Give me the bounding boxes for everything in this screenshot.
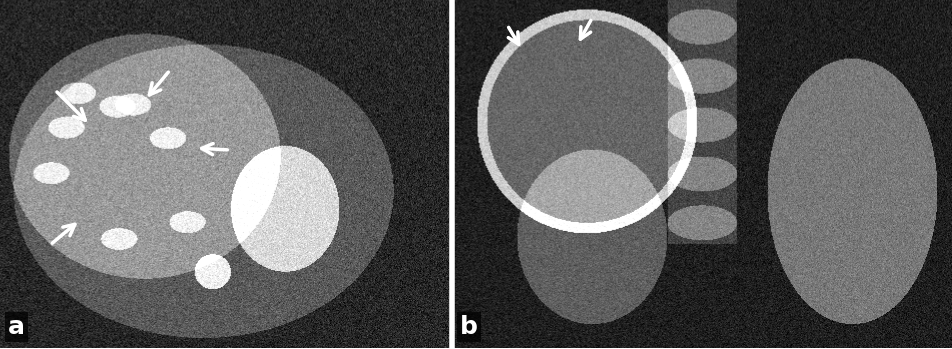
Text: a: a	[8, 315, 25, 339]
Text: b: b	[460, 315, 478, 339]
